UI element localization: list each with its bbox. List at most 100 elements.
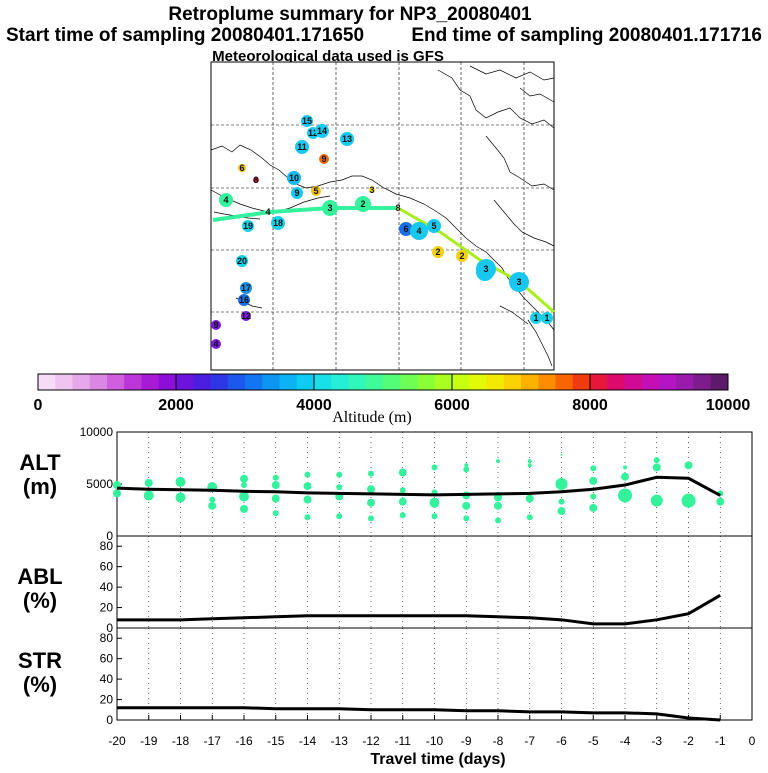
colorbar-swatch <box>641 374 660 390</box>
colorbar-swatch <box>38 374 56 390</box>
colorbar-swatch <box>434 374 453 390</box>
panel-alt: 0 5000 10000 ALT(m) <box>19 425 753 543</box>
y-tick-label: 0 <box>106 621 113 635</box>
plume-marker <box>271 216 285 230</box>
alt-scatter-point <box>716 497 725 506</box>
series-line-alt <box>116 475 721 497</box>
alt-scatter-point <box>555 478 568 490</box>
start-time: Start time of sampling 20080401.171650 <box>6 25 364 46</box>
x-tick-label: -20 <box>108 734 126 748</box>
alt-scatter-point <box>368 515 374 522</box>
colorbar-swatch <box>590 374 608 390</box>
colorbar-swatch <box>365 374 384 390</box>
map-panel: 1512141311968109534419183286542223311201… <box>210 61 555 371</box>
plume-label: 2 <box>435 247 440 257</box>
colorbar-swatch <box>72 374 91 390</box>
alt-scatter-point <box>464 463 469 468</box>
plume-marker <box>219 193 233 207</box>
alt-scatter-point <box>208 501 217 510</box>
plume-label: 6 <box>239 163 244 173</box>
x-tick-label: -5 <box>588 734 599 748</box>
colorbar-label: Altitude (m) <box>332 409 412 426</box>
panel-unit: (m) <box>23 474 57 499</box>
y-tick-label: 80 <box>100 631 114 645</box>
alt-scatter-point <box>336 471 343 478</box>
colorbar-swatch <box>486 374 505 390</box>
colorbar-swatch <box>279 374 298 390</box>
panel-abl: 0 20 40 60 80 ABL(%) <box>17 535 753 635</box>
plume-label: 19 <box>243 221 253 231</box>
plume-label: 1 <box>533 313 538 323</box>
plume-marker <box>240 282 252 294</box>
colorbar-tick-label: 10000 <box>706 397 751 414</box>
plume-marker <box>241 311 251 321</box>
colorbar-swatch <box>572 374 591 390</box>
alt-scatter-point <box>684 461 693 470</box>
alt-scatter-point <box>240 504 248 513</box>
alt-scatter-point <box>304 514 311 521</box>
plume-marker <box>242 220 254 232</box>
alt-scatter-point <box>526 514 533 521</box>
alt-scatter-point <box>653 457 660 464</box>
plume-marker <box>311 186 321 196</box>
alt-scatter-point <box>399 487 406 494</box>
alt-scatter-point <box>623 465 627 470</box>
colorbar-swatch <box>400 374 418 390</box>
alt-scatter-point <box>463 515 470 522</box>
alt-scatter-point <box>590 493 597 500</box>
colorbar-swatch <box>710 374 729 390</box>
colorbar-swatch <box>469 374 487 390</box>
y-tick-label: 40 <box>100 580 114 594</box>
alt-scatter-point <box>144 478 153 487</box>
alt-scatter-point <box>557 507 566 516</box>
plume-marker <box>369 187 375 193</box>
y-tick-label: 60 <box>100 560 114 574</box>
alt-scatter-point <box>303 482 312 491</box>
plume-label: 8 <box>253 175 258 185</box>
plume-label: 13 <box>342 134 352 144</box>
alt-scatter-point <box>336 513 343 520</box>
alt-scatter-point <box>589 503 598 512</box>
plume-marker <box>287 171 301 185</box>
plume-label: 2 <box>459 251 464 261</box>
plume-marker <box>340 132 354 146</box>
colorbar-swatch <box>383 374 401 390</box>
alt-scatter-point <box>271 494 280 503</box>
met-data-label: Meteorological data used is GFS <box>212 48 444 65</box>
plume-label: 3 <box>369 185 374 195</box>
x-tick-label: 0 <box>749 734 756 748</box>
x-tick-label: -10 <box>426 734 444 748</box>
plume-label: 5 <box>431 221 436 231</box>
alt-scatter-point <box>527 459 532 464</box>
alt-scatter-point <box>621 472 629 481</box>
plume-label: 2 <box>360 199 365 209</box>
plume-marker <box>456 250 468 262</box>
alt-scatter-point <box>113 489 121 498</box>
alt-scatter-point <box>463 466 470 473</box>
y-tick-label: 0 <box>106 529 113 543</box>
plume-marker <box>238 294 250 306</box>
alt-scatter-point <box>618 488 632 503</box>
series-line-str <box>117 706 721 722</box>
colorbar-swatch <box>193 374 211 390</box>
colorbar-swatch <box>210 374 229 390</box>
plume-label: 20 <box>237 256 247 266</box>
plume-label: 9 <box>213 320 218 330</box>
plume-marker <box>432 246 444 258</box>
plume-label: 17 <box>241 283 251 293</box>
x-tick-label: -2 <box>683 734 694 748</box>
colorbar-swatch <box>693 374 712 390</box>
plume-marker <box>322 200 338 216</box>
plume-marker <box>238 164 246 172</box>
alt-scatter-point <box>303 495 312 504</box>
plume-marker <box>476 259 496 279</box>
x-tick-label: -11 <box>395 734 412 748</box>
alt-scatter-point <box>590 465 597 472</box>
time-series-panels: 0500010000ALT(m)020406080ABL(%)020406080… <box>17 425 755 748</box>
alt-scatter-point <box>175 476 186 487</box>
colorbar-tick-label: 4000 <box>296 397 332 414</box>
alt-scatter-point <box>272 474 279 481</box>
x-tick-label: -15 <box>267 734 285 748</box>
alt-scatter-point <box>558 498 565 505</box>
alt-scatter-point <box>398 468 407 477</box>
